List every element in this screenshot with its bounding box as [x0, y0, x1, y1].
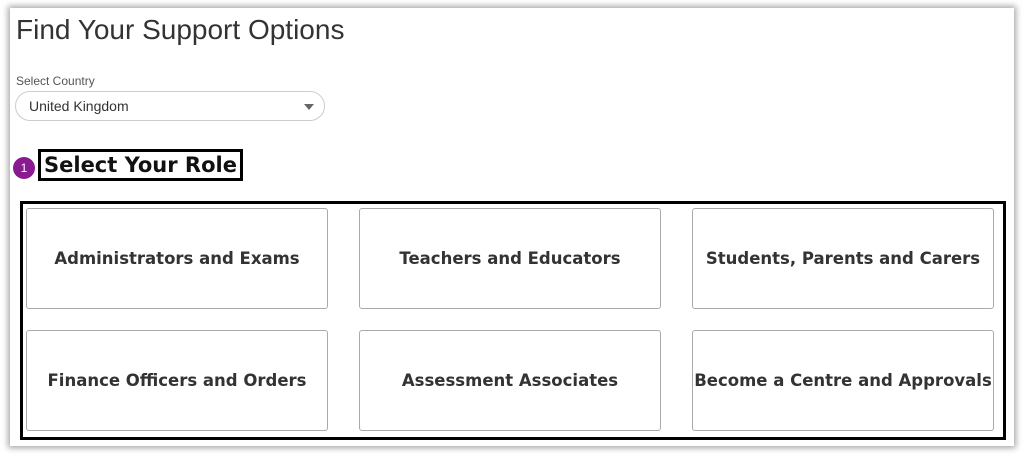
page-panel: Find Your Support Options Select Country… [10, 8, 1014, 446]
country-select[interactable]: United Kingdom [15, 91, 325, 121]
chevron-down-icon [304, 104, 314, 110]
role-card-teachers[interactable]: Teachers and Educators [359, 208, 661, 309]
role-card-administrators[interactable]: Administrators and Exams [26, 208, 328, 309]
role-card-finance[interactable]: Finance Officers and Orders [26, 330, 328, 431]
step-badge: 1 [13, 157, 35, 179]
role-card-centre[interactable]: Become a Centre and Approvals [692, 330, 994, 431]
country-label: Select Country [16, 74, 95, 88]
role-card-assessment[interactable]: Assessment Associates [359, 330, 661, 431]
role-grid: Administrators and Exams Teachers and Ed… [20, 201, 1006, 440]
page-title: Find Your Support Options [16, 14, 345, 45]
role-card-students[interactable]: Students, Parents and Carers [692, 208, 994, 309]
role-heading: Select Your Role [38, 149, 243, 181]
country-value: United Kingdom [29, 98, 129, 114]
